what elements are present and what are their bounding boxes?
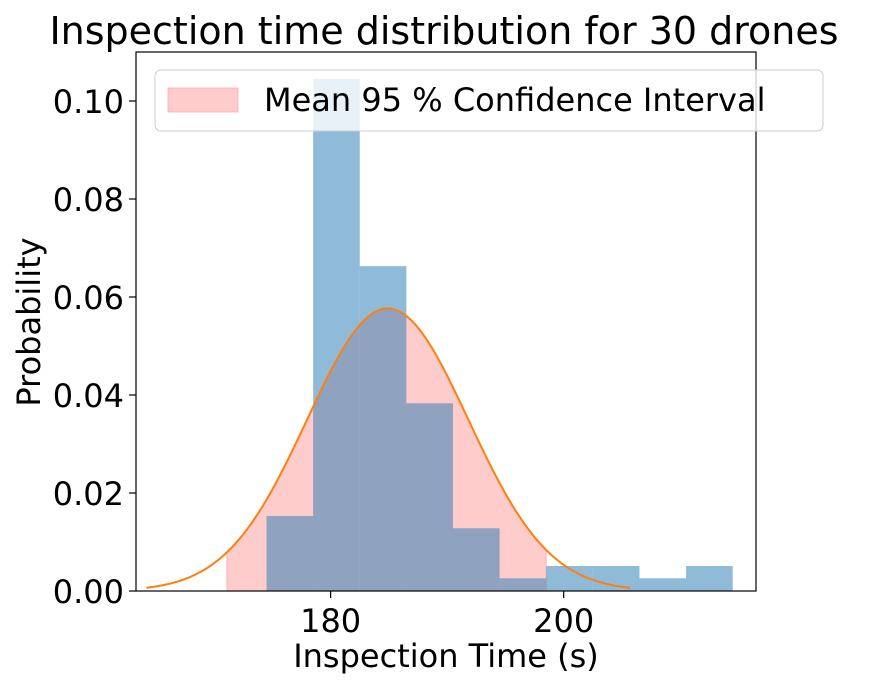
y-tick-label-0.08: 0.08 [53,181,124,219]
x-axis-ticks: 180 200 [300,591,594,640]
legend: Mean 95 % Confidence Interval [154,69,824,132]
legend-swatch-ci [167,87,239,113]
histogram-bar-5 [452,528,500,591]
y-tick-label-0.02: 0.02 [53,475,124,513]
histogram-bar-4 [406,403,453,591]
y-axis-label: Probability [10,237,48,406]
histogram-bar-6 [499,578,547,591]
histogram-bars [266,78,733,591]
normal-curve-layer [146,307,631,589]
y-axis-ticks: 0.00 0.02 0.04 0.06 0.08 0.10 [53,83,136,611]
histogram-bar-9 [639,578,687,591]
y-tick-label-0.10: 0.10 [53,83,124,121]
y-tick-label-0.00: 0.00 [53,573,124,611]
histogram-bar-10 [686,566,733,591]
plot-area-frame [135,51,757,592]
y-tick-label-0.06: 0.06 [53,279,124,317]
x-tick-label-200: 200 [533,602,594,640]
histogram-bar-3 [359,266,407,591]
normal-pdf-curve [146,307,631,589]
histogram-bar-8 [592,566,640,591]
legend-frame [154,69,824,132]
x-tick-label-180: 180 [300,602,361,640]
chart-title: Inspection time distribution for 30 dron… [49,9,838,53]
y-tick-label-0.04: 0.04 [53,377,124,415]
histogram-bar-1 [266,516,314,591]
legend-label-ci: Mean 95 % Confidence Interval [264,81,765,119]
histogram-bar-7 [546,566,593,591]
x-axis-label: Inspection Time (s) [293,637,599,675]
